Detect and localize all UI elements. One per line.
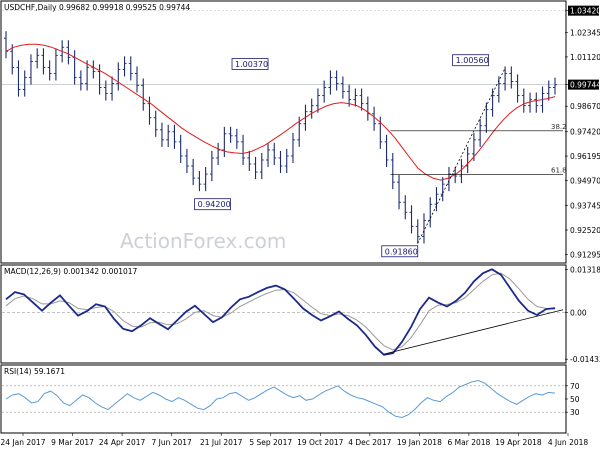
current-price-box bbox=[568, 79, 599, 90]
x-tick-label: 7 Jun 2017 bbox=[151, 438, 192, 447]
current-price-label: 0.99744 bbox=[570, 81, 600, 90]
price-bars bbox=[4, 31, 557, 244]
moving-average-line bbox=[5, 43, 556, 181]
top-price-label: 1.03420 bbox=[570, 7, 600, 16]
x-tick-label: 24 Jan 2017 bbox=[1, 438, 46, 447]
price-tick-label: 1.01120 bbox=[570, 53, 600, 62]
moving-average-path bbox=[5, 43, 556, 181]
macd-panel-frame bbox=[0, 264, 567, 364]
price-grid bbox=[2, 10, 565, 85]
price-panel-frame bbox=[0, 0, 567, 264]
price-tick-label: 0.98670 bbox=[570, 102, 600, 111]
macd-panel: 0.013184 0.00 -0.014339 bbox=[2, 265, 600, 364]
x-tick-label: 21 Jul 2017 bbox=[200, 438, 243, 447]
fibonacci-label: 38.2 bbox=[551, 123, 567, 131]
x-tick-label: 5 Sep 2017 bbox=[249, 438, 292, 447]
annotation-box bbox=[452, 54, 490, 67]
rsi-line bbox=[5, 379, 556, 419]
x-tick-label: 4 Dec 2017 bbox=[348, 438, 391, 447]
fibonacci-label: 61.8 bbox=[551, 167, 567, 175]
fibonacci-levels: 38.2 61.8 bbox=[390, 123, 567, 176]
x-tick-label: 6 Mar 2018 bbox=[448, 438, 491, 447]
price-annotations: 1.00370 0.94200 0.91860 1.00560 bbox=[194, 54, 490, 258]
x-tick-label: 24 Apr 2017 bbox=[99, 438, 146, 447]
watermark: ActionForex.com bbox=[120, 229, 286, 253]
x-axis: 24 Jan 2017 9 Mar 2017 24 Apr 2017 7 Jun 20… bbox=[1, 433, 589, 447]
price-trendline bbox=[417, 68, 506, 244]
annotation-label: 0.94200 bbox=[198, 200, 231, 209]
annotation-label: 0.91860 bbox=[385, 247, 418, 256]
annotation-label: 1.00560 bbox=[456, 56, 489, 65]
annotation-box bbox=[194, 198, 231, 211]
annotation-box bbox=[231, 58, 269, 70]
x-tick-label: 19 Jan 2018 bbox=[397, 438, 442, 447]
price-tick-label: 0.91295 bbox=[570, 251, 600, 260]
annotation-box bbox=[381, 245, 419, 258]
price-tick-label: 0.94970 bbox=[570, 177, 600, 186]
macd-tick-label: -0.014339 bbox=[570, 355, 600, 364]
price-tick-label: 0.97420 bbox=[570, 127, 600, 136]
price-tick-label: 0.96195 bbox=[570, 152, 600, 161]
annotation-label: 1.00370 bbox=[235, 60, 268, 69]
rsi-tick-label: 70 bbox=[570, 382, 580, 391]
price-dashed-trendline bbox=[417, 68, 506, 244]
price-tick-label: 0.93745 bbox=[570, 201, 600, 210]
macd-panel-title: MACD(12,26,9) 0.001342 0.001017 bbox=[4, 267, 138, 276]
rsi-panel-frame bbox=[0, 364, 567, 434]
price-panel-title: USDCHF,Daily 0.99682 0.99918 0.99525 0.9… bbox=[4, 3, 190, 12]
rsi-panel-title: RSI(14) 59.1671 bbox=[4, 367, 65, 376]
price-tick-label: 1.02345 bbox=[570, 28, 600, 37]
macd-tick-label: 0.013184 bbox=[570, 265, 600, 274]
macd-trendline bbox=[383, 309, 564, 355]
rsi-panel: 70 50 30 bbox=[2, 379, 580, 419]
macd-signal-line bbox=[5, 272, 556, 351]
price-tick-label: 0.92520 bbox=[570, 226, 600, 235]
top-price-box bbox=[568, 5, 599, 16]
rsi-tick-label: 30 bbox=[570, 408, 580, 417]
macd-line bbox=[5, 268, 556, 356]
macd-tick-label: 0.00 bbox=[570, 308, 587, 317]
x-tick-label: 9 Mar 2017 bbox=[51, 438, 94, 447]
x-tick-label: 19 Apr 2018 bbox=[495, 438, 542, 447]
x-tick-label: 19 Oct 2017 bbox=[297, 438, 344, 447]
rsi-tick-label: 50 bbox=[570, 395, 580, 404]
price-axis: 1.02345 1.01120 0.98670 0.97420 0.96195 0.949… bbox=[565, 5, 600, 260]
x-tick-label: 4 Jun 2018 bbox=[548, 438, 589, 447]
